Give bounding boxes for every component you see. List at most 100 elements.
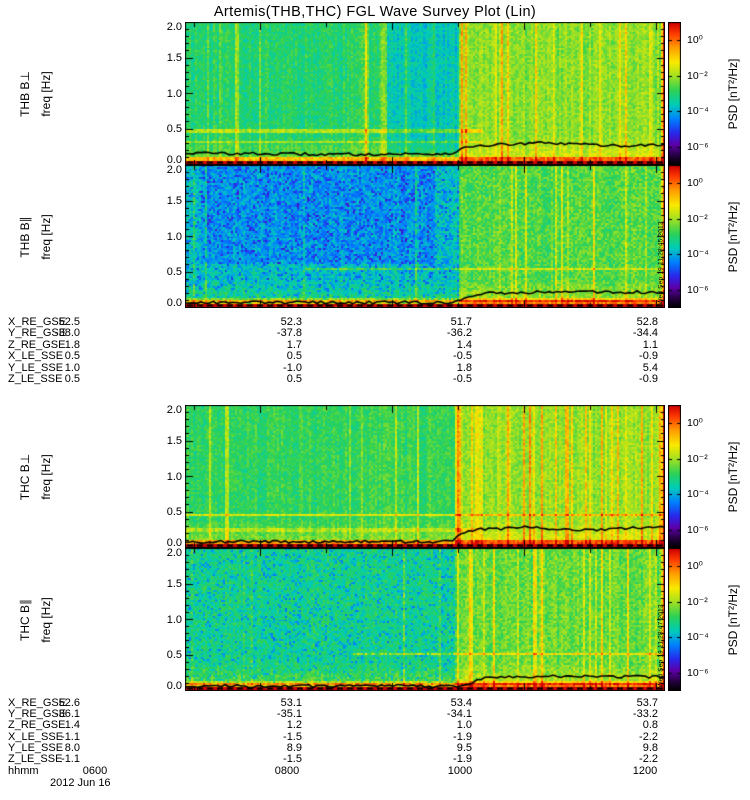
ephemeris-value: -1.1	[61, 730, 80, 743]
date-label: 2012 Jun 16	[50, 777, 111, 789]
ephemeris-value: 0.5	[286, 373, 302, 385]
colorbar-label-thb-bperp: PSD [nT²/Hz]	[726, 58, 740, 129]
colorbar-tick-label: 10⁻²	[687, 69, 708, 82]
y-tick-label: 2.0	[166, 547, 182, 559]
plot-title: Artemis(THB,THC) FGL Wave Survey Plot (L…	[213, 4, 537, 20]
ephemeris-value: -38.0	[54, 327, 80, 340]
y-tick-label: 0.5	[166, 266, 182, 279]
y-tick-label: 1.5	[166, 51, 182, 64]
time-tick-label: 0800	[274, 765, 300, 777]
colorbar-tick-label: 10⁻⁴	[687, 105, 709, 118]
y-tick-label: 1.0	[166, 613, 182, 626]
creation-timestamp: Wed Sep 19 11:28:47 2012	[657, 604, 665, 688]
ephemeris-value: 52.3	[280, 316, 302, 328]
ephemeris-value: -36.1	[54, 708, 80, 721]
y-tick-label: 1.5	[166, 434, 182, 447]
ephemeris-value: 0.5	[64, 373, 80, 385]
ephemeris-value: 51.7	[450, 316, 472, 328]
ephemeris-value: -1.1	[61, 753, 80, 765]
y-tick-label: 0.5	[166, 123, 182, 136]
colorbar-tick-label: 10⁻⁴	[687, 248, 709, 261]
ephemeris-row-label: Z_LE_SSE	[8, 373, 63, 385]
colorbar-tick-label: 10⁻⁶	[687, 141, 709, 154]
ephemeris-value: -0.5	[453, 373, 472, 385]
ephemeris-row-label: Z_RE_GSE	[8, 338, 66, 351]
y-axis-name-thb-bperp: THB B⊥	[18, 70, 32, 117]
ephemeris-value: 52.8	[636, 316, 658, 328]
ephemeris-value: 52.6	[58, 697, 80, 709]
y-tick-label: 0.0	[166, 297, 182, 309]
ephemeris-value: -37.8	[276, 327, 302, 340]
colorbar-tick-label: 10⁻⁶	[687, 284, 709, 297]
time-tick-label: 1200	[632, 765, 658, 777]
ephemeris-row-label: Y_RE_GSE	[8, 327, 67, 340]
y-tick-label: 0.0	[166, 154, 182, 166]
colorbar-thb-bpara	[668, 165, 681, 308]
y-tick-label: 0.5	[166, 506, 182, 519]
colorbar-tick-label: 10⁻²	[687, 212, 708, 225]
ephemeris-value: 1.4	[456, 338, 472, 351]
y-tick-label: 1.5	[166, 577, 182, 590]
time-tick-label: 1000	[447, 765, 473, 777]
colorbar-tick-label: 10⁻²	[687, 452, 708, 465]
ephemeris-value: 1.0	[456, 719, 472, 732]
ephemeris-value: -0.5	[453, 350, 472, 363]
y-axis-label-thc-bpara: freq [Hz]	[39, 596, 53, 643]
ephemeris-value: 1.8	[64, 338, 80, 351]
ephemeris-value: -1.9	[453, 753, 472, 765]
colorbar-tick-label: 10⁰	[687, 559, 703, 572]
ephemeris-row-label: X_RE_GSE	[8, 316, 67, 328]
ephemeris-value: -34.1	[446, 708, 472, 721]
y-tick-label: 0.5	[166, 649, 182, 662]
colorbar-tick-label: 10⁻²	[687, 595, 708, 608]
y-tick-label: 1.0	[166, 470, 182, 483]
y-axis-name-thc-bperp: THC B⊥	[18, 453, 32, 500]
ephemeris-row-label: Z_LE_SSE	[8, 753, 63, 765]
ephemeris-value: -1.0	[283, 361, 302, 374]
ephemeris-value: -2.2	[639, 753, 658, 765]
colorbar-tick-label: 10⁻⁴	[687, 631, 709, 644]
ephemeris-row-label: X_LE_SSE	[8, 350, 64, 363]
ephemeris-value: 5.4	[642, 361, 658, 374]
ephemeris-value: -35.1	[276, 708, 302, 721]
ephemeris-row-label: Y_RE_GSE	[8, 708, 67, 721]
ephemeris-value: 0.8	[642, 719, 658, 732]
y-axis-name-thb-bpara: THB B∥	[18, 215, 32, 258]
colorbar-label-thb-bpara: PSD [nT²/Hz]	[726, 201, 740, 272]
y-tick-label: 2.0	[166, 404, 182, 416]
colorbar-thc-bperp	[668, 405, 681, 548]
colorbar-label-thc-bpara: PSD [nT²/Hz]	[726, 584, 740, 655]
ephemeris-value: -0.9	[639, 350, 658, 363]
ephemeris-value: 1.7	[286, 338, 302, 351]
colorbar-tick-label: 10⁰	[687, 416, 703, 429]
ephemeris-value: 8.0	[64, 741, 80, 754]
colorbar-label-thc-bperp: PSD [nT²/Hz]	[726, 441, 740, 512]
y-tick-label: 0.0	[166, 537, 182, 549]
colorbar-tick-label: 10⁻⁴	[687, 488, 709, 501]
ephemeris-row-label: Y_LE_SSE	[8, 361, 64, 374]
y-axis-label-thb-bpara: freq [Hz]	[39, 213, 53, 260]
ephemeris-value: 0.5	[286, 350, 302, 363]
colorbar-tick-label: 10⁻⁶	[687, 667, 709, 680]
y-tick-label: 1.0	[166, 230, 182, 243]
spectrogram-canvas-thb-bperp	[185, 22, 665, 165]
ephemeris-value: 1.2	[286, 719, 302, 732]
ephemeris-value: 9.5	[456, 741, 472, 754]
y-tick-label: 1.0	[166, 87, 182, 100]
ephemeris-row-label: Y_LE_SSE	[8, 741, 64, 754]
ephemeris-value: -33.2	[632, 708, 658, 721]
spectrogram-canvas-thc-bperp	[185, 405, 665, 548]
ephemeris-value: 9.8	[642, 741, 658, 754]
colorbar-thc-bpara	[668, 548, 681, 691]
ephemeris-value: 8.9	[286, 741, 302, 754]
ephemeris-value: -34.4	[632, 327, 658, 340]
creation-timestamp: Wed Sep 19 11:28:45 2012	[657, 221, 665, 305]
ephemeris-value: -0.9	[639, 373, 658, 385]
ephemeris-value: 53.1	[280, 697, 302, 709]
time-axis-label: hhmm	[8, 765, 39, 777]
ephemeris-value: 52.5	[58, 316, 80, 328]
ephemeris-value: 1.8	[456, 361, 472, 374]
colorbar-tick-label: 10⁰	[687, 33, 703, 46]
y-axis-label-thb-bperp: freq [Hz]	[39, 70, 53, 117]
y-axis-name-thc-bpara: THC B∥	[18, 598, 32, 641]
